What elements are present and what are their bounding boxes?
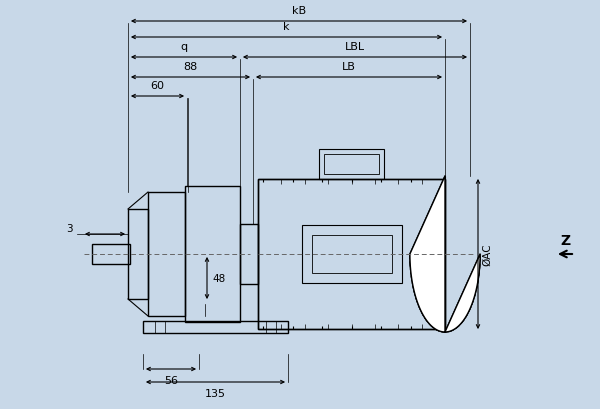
Bar xyxy=(258,180,445,329)
Text: 3: 3 xyxy=(65,223,73,234)
Text: q: q xyxy=(181,42,188,52)
Text: 135: 135 xyxy=(205,388,226,398)
Text: LBL: LBL xyxy=(345,42,365,52)
Text: kB: kB xyxy=(292,6,306,16)
Text: 48: 48 xyxy=(212,273,225,283)
Text: LB: LB xyxy=(342,62,356,72)
Bar xyxy=(319,150,384,180)
Bar xyxy=(302,225,401,283)
Bar xyxy=(324,155,379,175)
Text: k: k xyxy=(283,22,290,32)
Bar xyxy=(240,225,258,284)
Bar xyxy=(92,245,130,264)
Text: Z: Z xyxy=(560,234,570,247)
Bar xyxy=(128,209,148,299)
Bar xyxy=(148,193,185,316)
Bar xyxy=(258,180,445,329)
Polygon shape xyxy=(410,177,480,332)
Bar xyxy=(311,236,392,273)
Bar xyxy=(185,187,240,322)
Text: ØAC: ØAC xyxy=(482,243,492,266)
Text: 60: 60 xyxy=(151,81,164,91)
Text: 56: 56 xyxy=(164,375,178,385)
Text: 88: 88 xyxy=(184,62,197,72)
Bar xyxy=(143,321,288,333)
